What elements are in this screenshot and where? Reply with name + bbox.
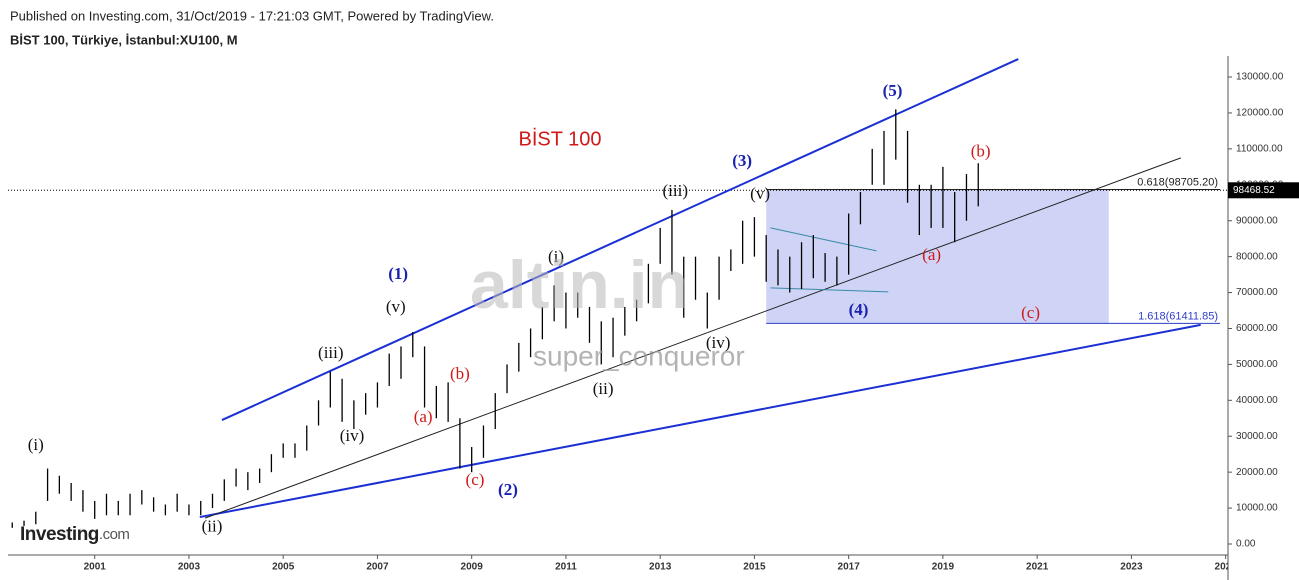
watermark-brand: altin.in (470, 247, 689, 323)
wave-label: (a) (414, 407, 433, 426)
wave-label: (1) (388, 264, 408, 283)
trend-line (199, 323, 1201, 519)
y-tick-label: 120000.00 (1236, 108, 1284, 119)
x-tick-label: 2003 (178, 562, 201, 573)
trend-line (204, 157, 1182, 519)
y-tick-label: 10000.00 (1236, 503, 1278, 514)
logo: Investing.com (20, 524, 129, 545)
wave-label: (ii) (593, 379, 614, 398)
x-tick-label: 2009 (461, 562, 484, 573)
last-price-box (1228, 182, 1299, 199)
x-tick-label: 2005 (272, 562, 295, 573)
y-tick-label: 80000.00 (1236, 251, 1278, 262)
x-tick-label: 2001 (84, 562, 107, 573)
x-tick-label: 2013 (649, 562, 672, 573)
x-tick-label: 2007 (366, 562, 389, 573)
y-axis-panel (1228, 56, 1299, 580)
wave-label: (iv) (706, 333, 731, 352)
wave-label: (v) (386, 297, 406, 316)
wave-label: (v) (750, 184, 770, 203)
logo-suffix: .com (99, 526, 130, 543)
wave-label: (iii) (663, 181, 689, 200)
y-tick-label: 110000.00 (1236, 144, 1283, 155)
y-tick-label: 90000.00 (1236, 215, 1278, 226)
fib-label: 0.618(98705.20) (1137, 176, 1218, 188)
wave-label: (iv) (340, 426, 365, 445)
y-tick-label: 40000.00 (1236, 395, 1278, 406)
wave-label: (b) (971, 142, 991, 161)
fib-label: 1.618(61411.85) (1138, 310, 1218, 322)
x-tick-label: 2011 (555, 562, 577, 573)
logo-main: Investing (20, 524, 99, 545)
x-tick-label: 2023 (1120, 562, 1143, 573)
wave-label: (ii) (202, 517, 223, 536)
x-tick-label: 2025 (1215, 562, 1238, 573)
wave-label: (2) (498, 480, 518, 499)
wave-label: (iii) (318, 343, 344, 362)
x-tick-label: 2021 (1026, 562, 1049, 573)
trend-line (221, 58, 1019, 421)
x-tick-label: 2017 (838, 562, 861, 573)
chart-title: BİST 100 (518, 127, 601, 150)
last-price-label: 98468.52 (1233, 185, 1275, 196)
wave-label: (4) (849, 300, 869, 319)
y-tick-label: 20000.00 (1236, 467, 1278, 478)
y-tick-label: 60000.00 (1236, 323, 1278, 334)
wave-label: (b) (450, 364, 470, 383)
y-tick-label: 130000.00 (1236, 72, 1284, 83)
plot-area: 0.618(98705.20) 1.618(61411.85) (i) (ii) (ii… (8, 56, 1299, 580)
wave-label: (c) (1021, 303, 1040, 322)
wave-label: (i) (548, 247, 564, 266)
x-tick-label: 2019 (932, 562, 955, 573)
watermark-user: super_conqueror (533, 340, 745, 371)
wave-label: (i) (28, 435, 44, 454)
y-tick-label: 70000.00 (1236, 287, 1278, 298)
fib-zone (766, 189, 1109, 324)
published-note: Published on Investing.com, 31/Oct/2019 … (10, 8, 494, 23)
y-tick-label: 30000.00 (1236, 431, 1278, 442)
trend-line (770, 227, 877, 252)
wave-label: (c) (466, 470, 485, 489)
wave-label: (a) (922, 245, 941, 264)
y-tick-label: 50000.00 (1236, 359, 1278, 370)
x-tick-label: 2015 (743, 562, 766, 573)
wave-label: (3) (732, 151, 752, 170)
symbol-title: BİST 100, Türkiye, İstanbul:XU100, M (10, 32, 238, 47)
y-tick-label: 0.00 (1236, 539, 1256, 550)
wave-label: (5) (883, 81, 903, 100)
